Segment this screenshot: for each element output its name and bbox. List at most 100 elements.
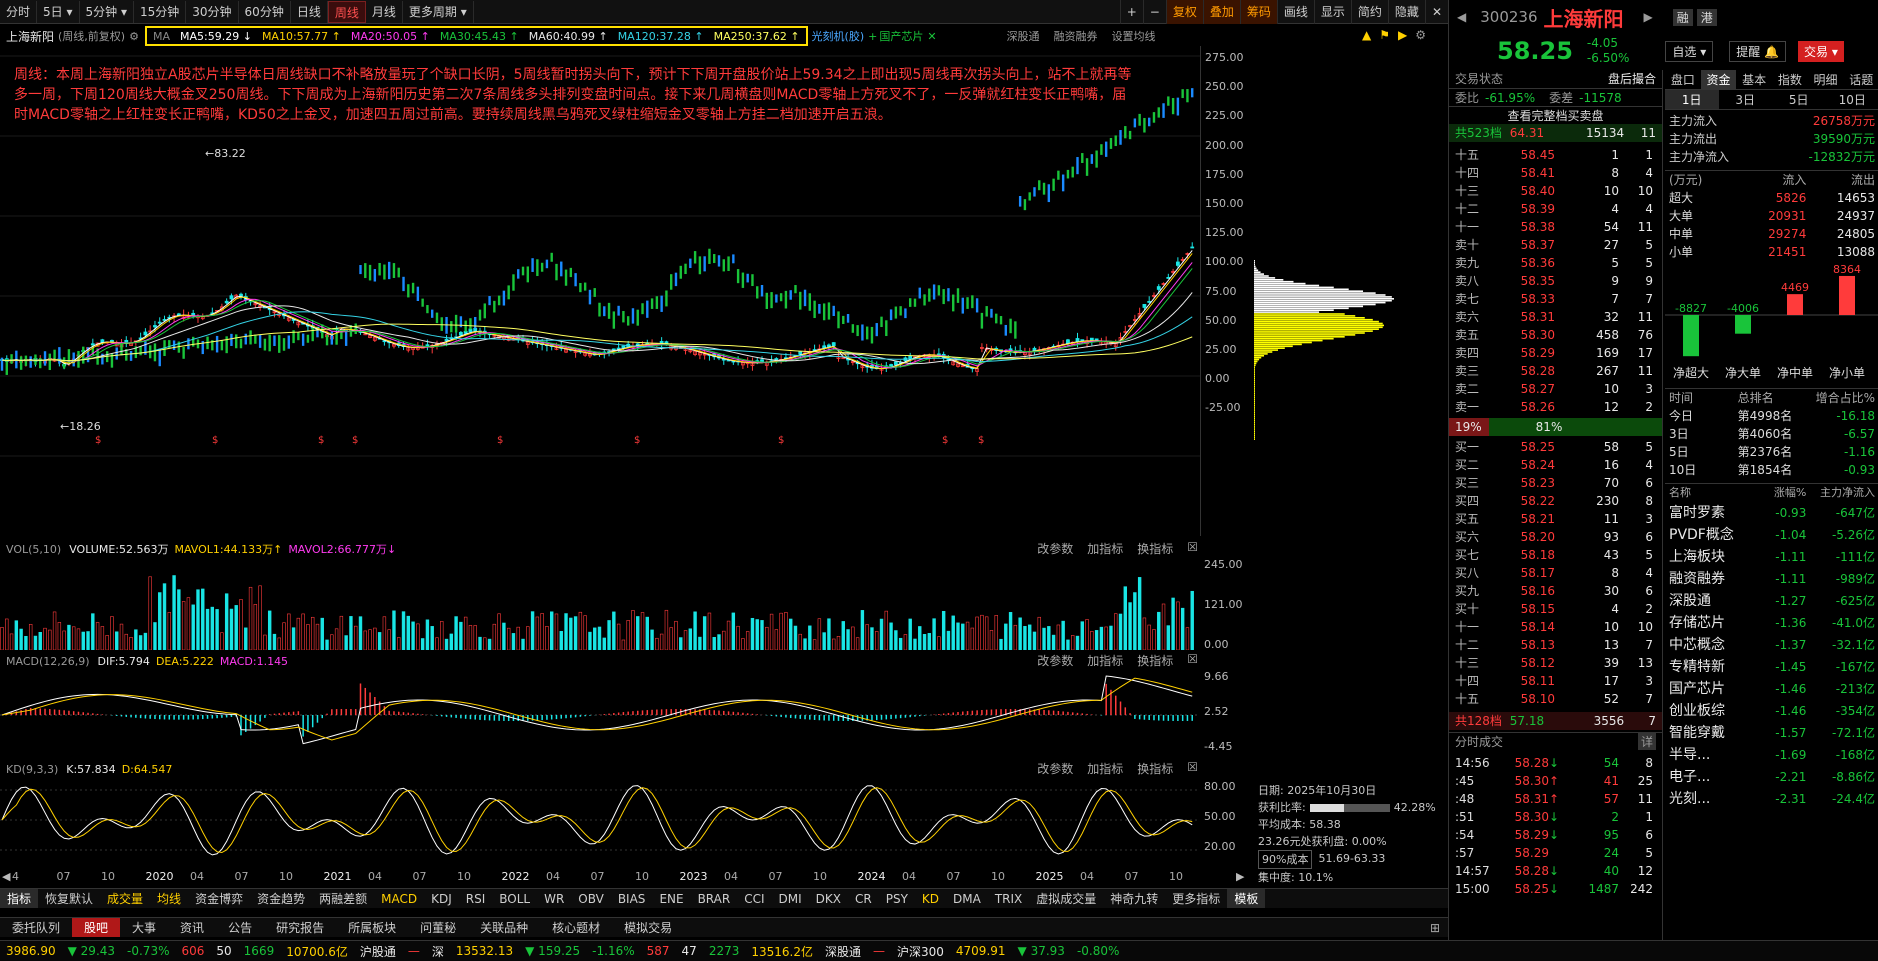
indicator-tab-2[interactable]: 成交量 xyxy=(107,892,144,906)
concept-tag[interactable]: 国产芯片 xyxy=(879,30,924,43)
book-level[interactable]: 买八 58.17 8 4 xyxy=(1449,564,1662,582)
period-1[interactable]: 5日 ▾ xyxy=(37,0,80,23)
sector-row[interactable]: 半导... -1.69 -168亿 xyxy=(1665,744,1878,766)
book-level[interactable]: 十三 58.12 39 13 xyxy=(1449,654,1662,672)
indicator-tab-0[interactable]: 指标 xyxy=(0,889,39,908)
trade-button[interactable]: 交易 ▾ xyxy=(1798,40,1844,62)
indicator-tab-5[interactable]: 资金趋势 xyxy=(257,892,306,906)
sector-row[interactable]: 国产芯片 -1.46 -213亿 xyxy=(1665,678,1878,700)
concept-tag[interactable]: 光刻机(胶) xyxy=(811,30,865,43)
book-level[interactable]: 卖六 58.31 32 11 xyxy=(1449,308,1662,326)
indicator-tab-21[interactable]: KD xyxy=(921,892,940,906)
sector-row[interactable]: 富时罗素 -0.93 -647亿 xyxy=(1665,502,1878,524)
fund-tab-2[interactable]: 基本 xyxy=(1742,73,1767,87)
book-level[interactable]: 卖八 58.35 9 9 xyxy=(1449,272,1662,290)
close-icon[interactable]: ☒ xyxy=(1187,652,1198,666)
play-icon[interactable]: ▶ xyxy=(1398,28,1408,42)
draw-line-button[interactable]: 画线 xyxy=(1276,0,1314,24)
indicator-tab-13[interactable]: BIAS xyxy=(617,892,646,906)
book-level[interactable]: 卖七 58.33 7 7 xyxy=(1449,290,1662,308)
fuquan-button[interactable]: 复权 xyxy=(1165,0,1203,24)
settings-icon[interactable]: ⚙ xyxy=(1415,28,1426,42)
indicator-tab-14[interactable]: ENE xyxy=(659,892,684,906)
gear-icon[interactable]: ⚙ xyxy=(129,29,139,43)
sector-row[interactable]: 智能穿戴 -1.57 -72.1亿 xyxy=(1665,722,1878,744)
book-level[interactable]: 买五 58.21 11 3 xyxy=(1449,510,1662,528)
simple-button[interactable]: 简约 xyxy=(1350,0,1388,24)
book-level[interactable]: 十三 58.40 10 10 xyxy=(1449,182,1662,200)
book-level[interactable]: 十二 58.13 13 7 xyxy=(1449,636,1662,654)
info-tab-2[interactable]: 大事 xyxy=(132,921,157,935)
plus-button[interactable]: + xyxy=(1119,0,1143,24)
indicator-tab-10[interactable]: BOLL xyxy=(499,892,531,906)
info-tab-10[interactable]: 模拟交易 xyxy=(624,921,673,935)
fund-tab-0[interactable]: 盘口 xyxy=(1670,73,1695,87)
display-button[interactable]: 显示 xyxy=(1313,0,1351,24)
indicator-tab-9[interactable]: RSI xyxy=(465,892,486,906)
book-level[interactable]: 十五 58.45 1 1 xyxy=(1449,146,1662,164)
overlay-button[interactable]: 叠加 xyxy=(1202,0,1240,24)
sector-row[interactable]: 光刻... -2.31 -24.4亿 xyxy=(1665,788,1878,810)
prev-stock-icon[interactable]: ◀ xyxy=(1457,10,1467,24)
scroll-left-icon[interactable]: ◀ xyxy=(2,870,11,883)
indicator-tab-25[interactable]: 神奇九转 xyxy=(1110,892,1159,906)
change-param-link[interactable]: 改参数 xyxy=(1037,654,1074,668)
period-7[interactable]: 周线 xyxy=(327,0,366,23)
change-param-link[interactable]: 改参数 xyxy=(1037,542,1074,556)
expand-icon[interactable]: ⊞ xyxy=(1429,921,1440,935)
book-level[interactable]: 买九 58.16 30 6 xyxy=(1449,582,1662,600)
fund-day-0[interactable]: 1日 xyxy=(1665,90,1719,109)
fund-tab-3[interactable]: 指数 xyxy=(1777,73,1802,87)
info-tab-4[interactable]: 公告 xyxy=(228,921,253,935)
period-3[interactable]: 15分钟 xyxy=(134,0,187,23)
period-4[interactable]: 30分钟 xyxy=(186,0,239,23)
period-5[interactable]: 60分钟 xyxy=(239,0,291,23)
sector-row[interactable]: 存储芯片 -1.36 -41.0亿 xyxy=(1665,612,1878,634)
link-rzrq[interactable]: 融资融券 xyxy=(1053,30,1098,43)
book-level[interactable]: 买四 58.22 230 8 xyxy=(1449,492,1662,510)
book-level[interactable]: 十一 58.14 10 10 xyxy=(1449,618,1662,636)
indicator-tab-8[interactable]: KDJ xyxy=(431,892,452,906)
info-tab-5[interactable]: 研究报告 xyxy=(276,921,325,935)
book-level[interactable]: 十五 58.10 52 7 xyxy=(1449,690,1662,708)
book-level[interactable]: 卖十 58.37 27 5 xyxy=(1449,236,1662,254)
book-level[interactable]: 卖五 58.30 458 76 xyxy=(1449,326,1662,344)
hide-button[interactable]: 隐藏 xyxy=(1387,0,1425,24)
book-level[interactable]: 买六 58.20 93 6 xyxy=(1449,528,1662,546)
info-tab-9[interactable]: 核心题材 xyxy=(552,921,601,935)
book-level[interactable]: 买一 58.25 58 5 xyxy=(1449,438,1662,456)
change-param-link[interactable]: 改参数 xyxy=(1037,762,1074,776)
indicator-tab-22[interactable]: DMA xyxy=(953,892,981,906)
indicator-tab-3[interactable]: 均线 xyxy=(157,892,182,906)
info-tab-8[interactable]: 关联品种 xyxy=(480,921,529,935)
close-icon[interactable]: ✕ xyxy=(927,29,937,43)
book-level[interactable]: 卖四 58.29 169 17 xyxy=(1449,344,1662,362)
link-sgt[interactable]: 深股通 xyxy=(1006,30,1040,43)
add-indicator-link[interactable]: 加指标 xyxy=(1087,762,1124,776)
book-level[interactable]: 十四 58.11 17 3 xyxy=(1449,672,1662,690)
sector-row[interactable]: 电子... -2.21 -8.86亿 xyxy=(1665,766,1878,788)
close-icon[interactable]: ☒ xyxy=(1187,540,1198,554)
ticks-detail-button[interactable]: 详 xyxy=(1637,733,1656,750)
fund-day-2[interactable]: 5日 xyxy=(1788,93,1809,107)
indicator-tab-23[interactable]: TRIX xyxy=(994,892,1023,906)
book-level[interactable]: 卖三 58.28 267 11 xyxy=(1449,362,1662,380)
book-level[interactable]: 卖一 58.26 12 2 xyxy=(1449,398,1662,416)
fund-day-3[interactable]: 10日 xyxy=(1838,93,1866,107)
sector-row[interactable]: 中芯概念 -1.37 -32.1亿 xyxy=(1665,634,1878,656)
add-indicator-link[interactable]: 加指标 xyxy=(1087,542,1124,556)
sector-row[interactable]: 创业板综 -1.46 -354亿 xyxy=(1665,700,1878,722)
link-ma-setting[interactable]: 设置均线 xyxy=(1111,30,1156,43)
indicator-tab-16[interactable]: CCI xyxy=(744,892,765,906)
sector-row[interactable]: 融资融券 -1.11 -989亿 xyxy=(1665,568,1878,590)
period-6[interactable]: 日线 xyxy=(291,0,328,23)
close-icon[interactable]: ✕ xyxy=(1424,0,1448,24)
fund-tab-4[interactable]: 明细 xyxy=(1813,73,1838,87)
indicator-tab-11[interactable]: WR xyxy=(544,892,565,906)
switch-indicator-link[interactable]: 换指标 xyxy=(1137,762,1174,776)
indicator-tab-4[interactable]: 资金博弈 xyxy=(195,892,244,906)
book-level[interactable]: 买七 58.18 43 5 xyxy=(1449,546,1662,564)
view-full-book[interactable]: 查看完整档买卖盘 xyxy=(1449,106,1662,124)
book-level[interactable]: 买二 58.24 16 4 xyxy=(1449,456,1662,474)
indicator-tab-17[interactable]: DMI xyxy=(778,892,802,906)
